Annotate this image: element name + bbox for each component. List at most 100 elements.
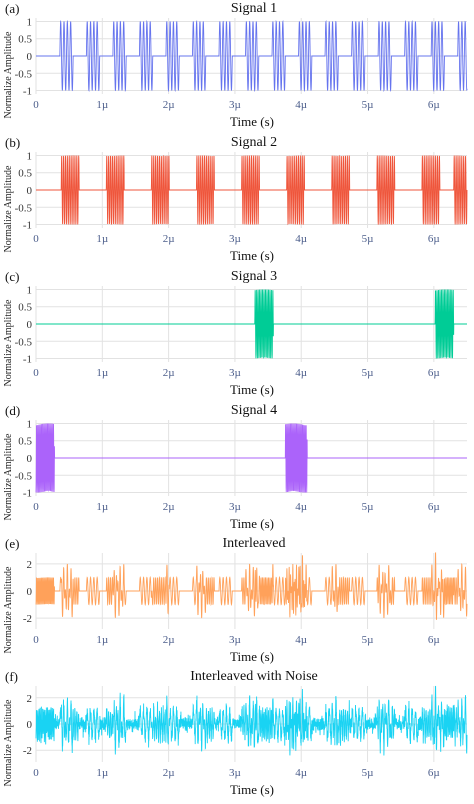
- y-axis-label: Normalize Amplitude: [3, 299, 14, 386]
- x-tick-label: 4µ: [295, 367, 307, 379]
- x-tick-label: 0: [33, 233, 39, 245]
- panel-a: 0 1µ 2µ 3µ 4µ 5µ 6µ 1 0.5 0 -0.5 -1 (a) Signal 1 Time …: [3, 1, 468, 129]
- x-tick-label: 2µ: [163, 99, 175, 111]
- signal-trace: [36, 289, 467, 359]
- y-tick-label: 0.5: [18, 168, 32, 180]
- x-axis-label: Time (s): [230, 382, 274, 397]
- x-tick-label: 3µ: [229, 367, 241, 379]
- chart-title: Interleaved with Noise: [190, 669, 318, 684]
- y-tick-label: 0: [27, 719, 33, 731]
- y-tick-label: 0.5: [18, 436, 32, 448]
- x-tick-label: 6µ: [428, 501, 440, 513]
- y-tick-label: 0: [27, 586, 33, 598]
- x-axis-label: Time (s): [230, 114, 274, 129]
- x-tick-label: 0: [33, 634, 39, 646]
- chart-title: Signal 1: [231, 1, 277, 16]
- x-axis-label: Time (s): [230, 248, 274, 263]
- signal-trace: [36, 154, 468, 226]
- y-tick-label: 2: [27, 559, 33, 571]
- signal-trace: [35, 423, 467, 493]
- y-axis-label: Normalize Amplitude: [3, 566, 14, 653]
- x-tick-label: 6µ: [428, 634, 440, 646]
- y-axis-label: Normalize Amplitude: [3, 165, 14, 252]
- x-tick-label: 5µ: [362, 233, 374, 245]
- chart-title: Signal 2: [231, 135, 277, 150]
- y-tick-label: 0.5: [18, 302, 32, 314]
- y-tick-label: 1: [27, 284, 33, 296]
- x-tick-label: 3µ: [229, 233, 241, 245]
- x-tick-label: 1µ: [96, 501, 108, 513]
- panel-label: (f): [5, 669, 18, 684]
- x-tick-label: 1µ: [96, 233, 108, 245]
- x-tick-label: 1µ: [96, 99, 108, 111]
- y-tick-label: 2: [27, 693, 33, 705]
- panel-label: (d): [5, 403, 20, 418]
- x-tick-label: 5µ: [362, 501, 374, 513]
- x-tick-label: 1µ: [96, 367, 108, 379]
- x-tick-label: 0: [33, 501, 39, 513]
- y-tick-label: -0.5: [15, 68, 33, 80]
- signal-trace: [35, 551, 468, 620]
- x-tick-label: 6µ: [428, 767, 440, 779]
- x-tick-label: 5µ: [362, 367, 374, 379]
- chart-title: Signal 3: [231, 269, 277, 284]
- x-tick-label: 2µ: [163, 501, 175, 513]
- x-tick-label: 3µ: [229, 634, 241, 646]
- y-tick-label: -0.5: [15, 336, 33, 348]
- x-tick-label: 5µ: [362, 99, 374, 111]
- x-tick-label: 3µ: [229, 99, 241, 111]
- x-tick-label: 0: [33, 367, 39, 379]
- panel-b: 0 1µ 2µ 3µ 4µ 5µ 6µ 1 0.5 0 -0.5 -1 (b) Signal 2 Time …: [3, 135, 468, 263]
- y-tick-label: -1: [23, 220, 32, 232]
- x-tick-label: 5µ: [362, 634, 374, 646]
- x-tick-label: 6µ: [428, 233, 440, 245]
- x-tick-label: 1µ: [96, 634, 108, 646]
- panel-label: (b): [5, 135, 20, 150]
- y-tick-label: 0: [27, 319, 33, 331]
- y-tick-label: -2: [23, 745, 32, 757]
- y-tick-label: 0: [27, 185, 33, 197]
- panel-c: 0 1µ 2µ 3µ 4µ 5µ 6µ 1 0.5 0 -0.5 -1 (c) Signal 3 Time …: [3, 269, 467, 397]
- panel-label: (c): [5, 269, 19, 284]
- x-tick-label: 4µ: [295, 634, 307, 646]
- y-tick-label: -1: [23, 354, 32, 366]
- y-axis-label: Normalize Amplitude: [3, 433, 14, 520]
- x-tick-label: 3µ: [229, 501, 241, 513]
- x-tick-label: 4µ: [295, 501, 307, 513]
- y-tick-label: -2: [23, 613, 32, 625]
- y-tick-label: 1: [27, 418, 33, 430]
- x-tick-label: 2µ: [163, 634, 175, 646]
- x-tick-label: 4µ: [295, 233, 307, 245]
- y-tick-label: 1: [27, 150, 33, 162]
- signal-trace: [35, 685, 468, 756]
- x-tick-label: 2µ: [163, 767, 175, 779]
- y-tick-label: -1: [23, 488, 32, 500]
- x-tick-label: 0: [33, 767, 39, 779]
- panel-label: (a): [5, 1, 19, 16]
- chart-title: Signal 4: [231, 403, 277, 418]
- x-tick-label: 2µ: [163, 233, 175, 245]
- signal-trace: [36, 19, 468, 93]
- x-tick-label: 3µ: [229, 767, 241, 779]
- y-tick-label: 0: [27, 51, 33, 63]
- x-tick-label: 4µ: [295, 767, 307, 779]
- x-tick-label: 0: [33, 99, 39, 111]
- x-axis-label: Time (s): [230, 649, 274, 664]
- x-tick-label: 6µ: [428, 99, 440, 111]
- y-tick-label: -1: [23, 86, 32, 98]
- panel-label: (e): [5, 536, 19, 551]
- x-tick-label: 4µ: [295, 99, 307, 111]
- y-tick-label: 0: [27, 453, 33, 465]
- y-axis-label: Normalize Amplitude: [3, 31, 14, 118]
- panel-d: 0 1µ 2µ 3µ 4µ 5µ 6µ 1 0.5 0 -0.5 -1 (d) Signal 4 Time …: [3, 403, 467, 531]
- y-tick-label: 1: [27, 16, 33, 28]
- chart-title: Interleaved: [223, 536, 286, 551]
- x-axis-label: Time (s): [230, 516, 274, 531]
- x-tick-label: 6µ: [428, 367, 440, 379]
- x-tick-label: 2µ: [163, 367, 175, 379]
- y-tick-label: -0.5: [15, 470, 33, 482]
